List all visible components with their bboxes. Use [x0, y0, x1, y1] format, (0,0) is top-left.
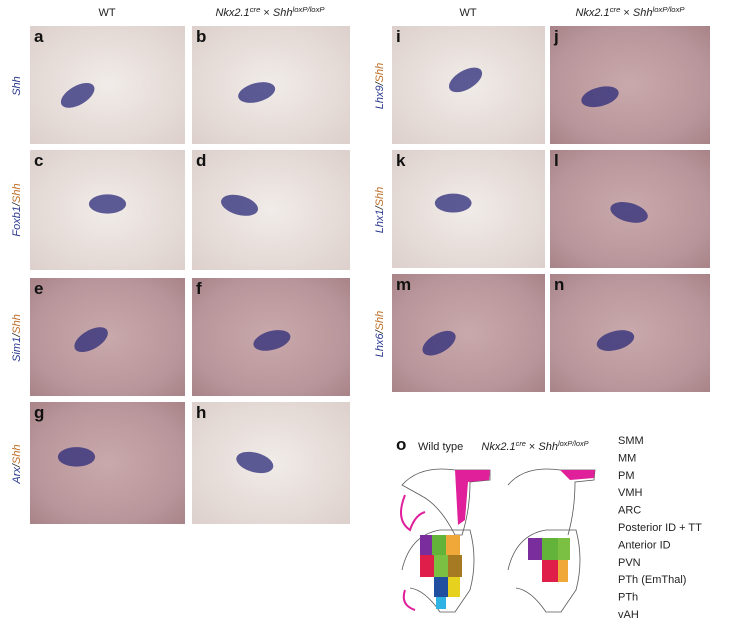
wt-header: WT: [459, 7, 476, 19]
legend-item: Posterior ID + TT: [618, 522, 702, 534]
genotype-part: Nkx2.1: [215, 7, 249, 19]
legend-item: ARC: [618, 505, 641, 517]
schematic: [400, 468, 596, 613]
legend-item: PM: [618, 470, 635, 482]
stain: [74, 327, 108, 353]
legend-item: PTh (EmThal): [618, 574, 686, 586]
genotype-part: ×: [526, 441, 539, 453]
micrograph: [192, 150, 350, 270]
panel-letter: c: [34, 151, 43, 170]
row-label-part: /: [374, 329, 386, 334]
row-label-part: Shh: [374, 311, 386, 331]
legend-item: PTh: [618, 592, 638, 604]
stain: [253, 330, 291, 351]
micrograph: [30, 26, 185, 144]
stain: [596, 330, 635, 351]
row-label-part: Shh: [11, 444, 23, 464]
stain: [236, 451, 274, 474]
genotype-part: ×: [620, 7, 633, 19]
stain: [610, 202, 648, 223]
genotype-header: Nkx2.1cre × ShhloxP/loxP: [481, 439, 588, 453]
row-label-part: Foxb1: [11, 206, 23, 237]
micrograph: [30, 402, 185, 524]
genotype-part: Nkx2.1: [575, 7, 609, 19]
row-label-part: /: [11, 202, 23, 207]
panel-letter: g: [34, 403, 44, 422]
genotype-part: Shh: [538, 441, 558, 453]
legend-item: PVN: [618, 557, 641, 569]
panel-letter: h: [196, 403, 206, 422]
genotype-part: Shh: [273, 7, 293, 19]
wt-header: WT: [98, 7, 115, 19]
row-label: Foxb1/Shh: [11, 183, 23, 236]
row-label-part: /: [11, 333, 23, 338]
row-label: Arx/Shh: [11, 444, 23, 484]
row-label-part: Shh: [374, 63, 386, 83]
micrograph: [550, 26, 710, 144]
stain: [88, 194, 127, 214]
row-label-part: Lhx1: [374, 209, 386, 233]
row-label-part: Arx: [11, 467, 23, 485]
legend-item: MM: [618, 452, 636, 464]
panel-letter: o: [396, 435, 406, 454]
panel-letter: l: [554, 151, 559, 170]
genotype-part: ×: [260, 7, 273, 19]
row-label-part: /: [374, 81, 386, 86]
row-label: Lhx9/Shh: [374, 63, 386, 110]
legend-item: vAH: [618, 609, 639, 621]
stain: [422, 330, 456, 356]
micrograph: [30, 278, 185, 396]
panel-letter: a: [34, 27, 44, 46]
row-label: Sim1/Shh: [11, 314, 23, 362]
row-label-part: /: [11, 463, 23, 468]
stain: [238, 82, 276, 103]
stain: [60, 83, 95, 108]
genotype-part: cre: [516, 439, 526, 448]
genotype-part: loxP/loxP: [558, 439, 589, 448]
genotype-part: cre: [250, 5, 261, 14]
row-label: Lhx6/Shh: [374, 311, 386, 358]
panel-letter: m: [396, 275, 411, 294]
stain: [221, 194, 259, 216]
row-label: Lhx1/Shh: [374, 187, 386, 234]
genotype-part: loxP/loxP: [293, 5, 326, 14]
row-label-part: Shh: [374, 187, 386, 207]
genotype-part: cre: [610, 5, 621, 14]
legend-item: Anterior ID: [618, 539, 671, 551]
micrograph: [392, 150, 545, 268]
panels: a bc de fg hi jk lm no Wild typeShhFoxb1/ShhSim1…: [11, 26, 710, 524]
legend-item: VMH: [618, 487, 643, 499]
genotype-header: Nkx2.1cre × ShhloxP/loxP: [575, 5, 685, 19]
row-label-part: Sim1: [11, 337, 23, 362]
stain: [57, 447, 96, 467]
panel-letter: e: [34, 279, 43, 298]
stain: [581, 86, 619, 108]
row-label-part: /: [374, 205, 386, 210]
panel-letter: b: [196, 27, 206, 46]
panel-letter: i: [396, 27, 401, 46]
legend-item: SMM: [618, 435, 644, 447]
genotype-part: loxP/loxP: [653, 5, 686, 14]
row-label-part: Shh: [11, 76, 23, 96]
panel-letter: j: [553, 27, 559, 46]
row-label-part: Lhx9: [374, 85, 386, 109]
row-label: Shh: [11, 76, 23, 96]
genotype-header: Nkx2.1cre × ShhloxP/loxP: [215, 5, 325, 19]
micrograph: [392, 274, 545, 392]
stain: [448, 67, 483, 93]
genotype-part: Nkx2.1: [481, 441, 515, 453]
row-label-part: Lhx6: [374, 333, 386, 358]
panel-letter: k: [396, 151, 406, 170]
panel-letter: d: [196, 151, 206, 170]
genotype-part: Shh: [633, 7, 653, 19]
row-label-part: Shh: [11, 314, 23, 334]
diagram-title: Wild type: [418, 441, 463, 453]
panel-letter: n: [554, 275, 564, 294]
panel-letter: f: [196, 279, 202, 298]
column-headers: WT Nkx2.1cre × ShhloxP/loxP WT Nkx2.1cre × …: [98, 5, 685, 453]
stain: [434, 193, 472, 213]
row-label-part: Shh: [11, 183, 23, 203]
legend: SMM MM PM VMH ARC Posterior ID + TT Anterior I…: [618, 435, 702, 621]
